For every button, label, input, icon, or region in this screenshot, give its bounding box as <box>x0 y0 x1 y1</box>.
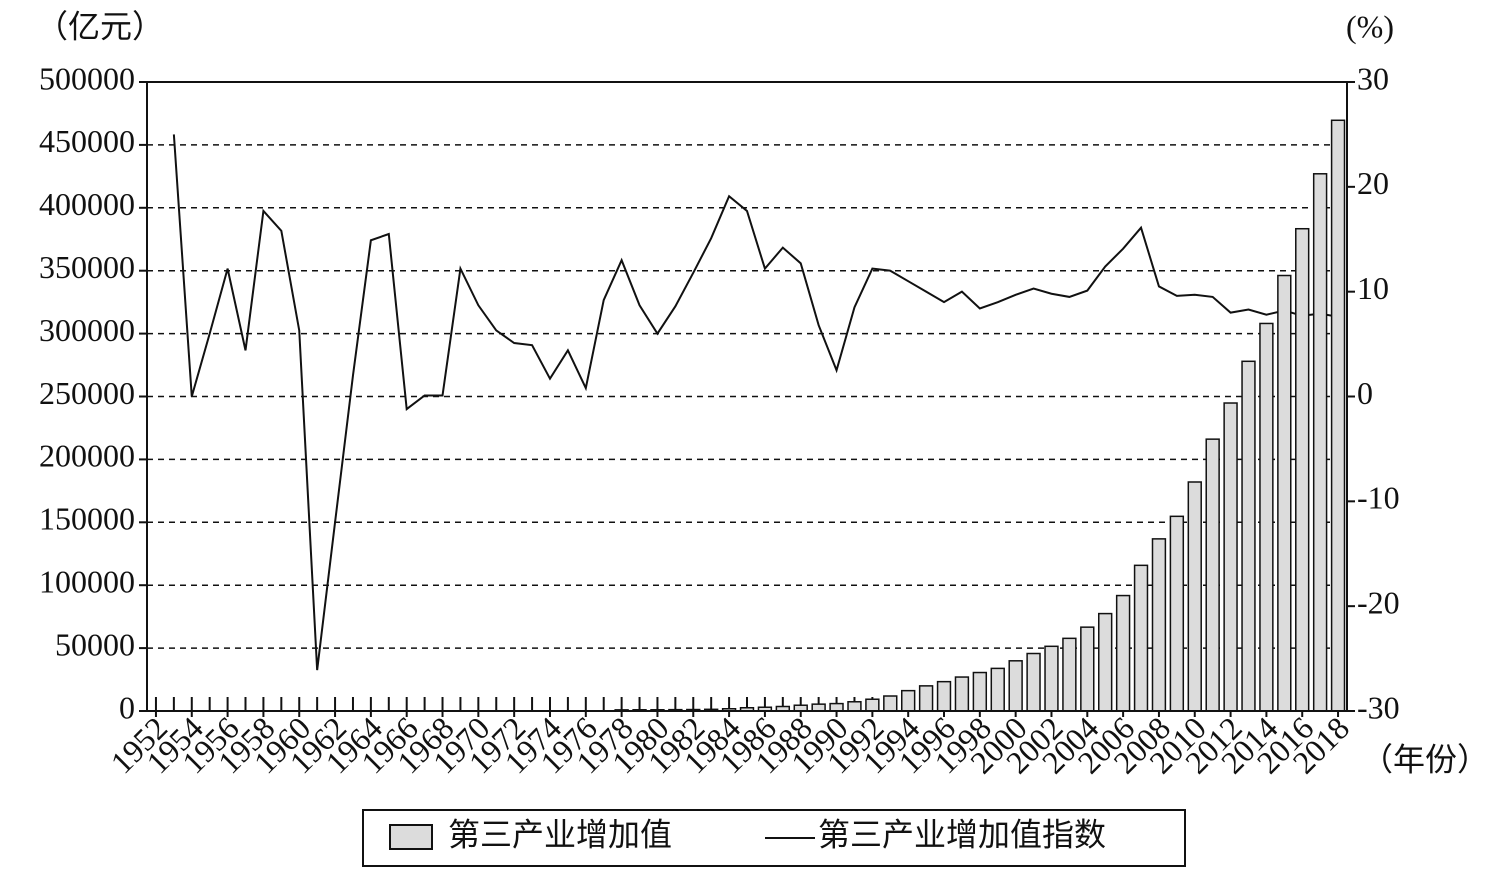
y-tick-label: 200000 <box>39 438 135 474</box>
index-line <box>172 134 1339 671</box>
y2-tick-label: 20 <box>1357 165 1389 201</box>
bar <box>1080 626 1095 712</box>
bar <box>1062 637 1077 712</box>
y-tick-label: 0 <box>119 689 135 725</box>
y-tick-label: 400000 <box>39 186 135 222</box>
bar <box>1169 515 1185 712</box>
y-tick-label: 250000 <box>39 375 135 411</box>
y2-tick-label: -30 <box>1357 689 1400 725</box>
legend-label: 第三产业增加值指数 <box>818 816 1106 852</box>
bar <box>1295 227 1310 712</box>
y2-tick-label: -10 <box>1357 480 1400 516</box>
bar <box>1098 612 1113 712</box>
y-tick-label: 500000 <box>39 60 135 96</box>
y-tick-label: 50000 <box>55 626 135 662</box>
y2-tick-label: 30 <box>1357 60 1389 96</box>
y-tick-label: 350000 <box>39 249 135 285</box>
bar <box>883 695 898 712</box>
bar <box>1044 645 1059 712</box>
x-axis-label: （年份） <box>1361 741 1489 777</box>
bar <box>1026 652 1041 712</box>
bar <box>900 689 916 712</box>
bar <box>865 698 880 712</box>
bar <box>1241 360 1256 712</box>
legend-label: 第三产业增加值 <box>448 816 672 852</box>
y-tick-label: 450000 <box>39 123 135 159</box>
bar <box>954 676 970 712</box>
bar <box>1133 564 1149 712</box>
y2-tick-label: -20 <box>1357 585 1400 621</box>
y2-tick-label: 0 <box>1357 375 1373 411</box>
y-tick-label: 150000 <box>39 501 135 537</box>
bar <box>918 685 934 712</box>
bar <box>1223 402 1238 712</box>
bar <box>1008 660 1023 712</box>
bar <box>1187 481 1202 712</box>
bar <box>847 701 862 712</box>
bar <box>990 667 1005 712</box>
bar <box>1205 438 1220 712</box>
y2-axis-label: (%) <box>1346 8 1394 44</box>
bar <box>811 703 826 712</box>
bar <box>1330 119 1346 712</box>
bar <box>972 671 988 712</box>
bar <box>1115 594 1131 712</box>
y2-tick-label: 10 <box>1357 270 1389 306</box>
y-axis-label: （亿元） <box>36 8 164 44</box>
bar <box>1312 173 1328 712</box>
legend-box <box>362 809 1186 867</box>
bar <box>1277 274 1292 712</box>
legend-swatch <box>389 824 433 850</box>
y-tick-label: 300000 <box>39 312 135 348</box>
bar <box>829 702 844 712</box>
plot-frame <box>146 81 1348 712</box>
bar <box>936 680 952 712</box>
bar <box>1259 322 1274 712</box>
bar <box>1151 538 1167 712</box>
y-tick-label: 100000 <box>39 564 135 600</box>
